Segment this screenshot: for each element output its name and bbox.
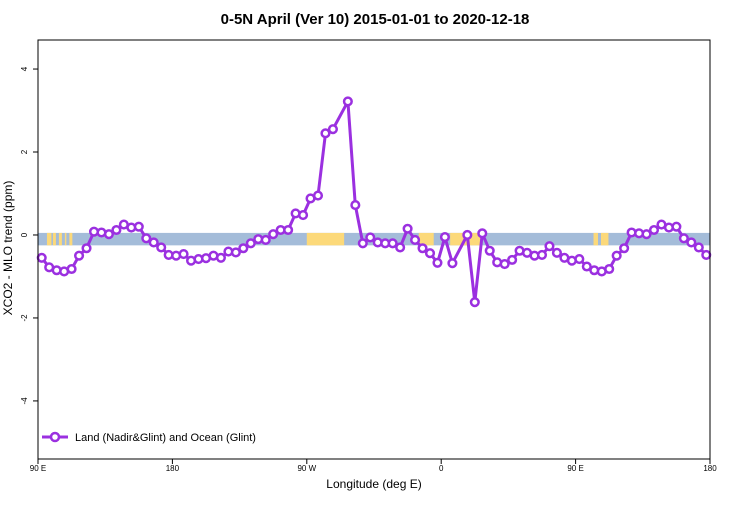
data-point <box>365 232 376 243</box>
data-point <box>402 223 413 234</box>
data-point <box>574 253 585 265</box>
data-point <box>81 243 92 254</box>
data-point <box>701 249 712 260</box>
data-point <box>320 128 331 139</box>
data-point <box>641 229 652 240</box>
land-band-segment <box>69 232 73 246</box>
x-axis: 90 E 180 90 W 0 90 E 180 <box>30 459 717 473</box>
y-tick-label: -4 <box>20 397 29 405</box>
data-point <box>66 263 77 275</box>
data-point <box>417 243 428 254</box>
data-point <box>238 243 249 254</box>
y-tick-label: -2 <box>20 314 29 322</box>
data-point <box>36 252 47 263</box>
data-point <box>551 247 562 258</box>
data-point <box>439 232 450 243</box>
data-point <box>477 228 488 239</box>
data-point <box>148 237 159 248</box>
data-point <box>686 237 697 248</box>
data-point <box>245 238 256 249</box>
land-band-segment <box>600 232 604 246</box>
data-point <box>469 297 480 308</box>
x-tick-label: 90 W <box>297 464 316 473</box>
y-tick-label: 0 <box>20 232 29 237</box>
plot-frame <box>37 39 711 460</box>
land-band-segment <box>418 232 434 246</box>
data-point <box>387 238 398 249</box>
land-band-segment <box>64 232 67 246</box>
chart-title: 0-5N April (Ver 10) 2015-01-01 to 2020-1… <box>221 11 530 28</box>
data-point <box>507 254 518 265</box>
legend-entry-label: Land (Nadir&Glint) and Ocean (Glint) <box>75 432 256 444</box>
data-point <box>611 250 622 261</box>
data-point <box>604 263 615 275</box>
data-point <box>342 96 353 107</box>
x-tick-label: 0 <box>439 464 444 473</box>
x-tick-label: 180 <box>166 464 180 473</box>
y-tick-label: 2 <box>20 149 29 154</box>
x-tick-label: 90 E <box>30 464 46 473</box>
data-point <box>178 249 189 260</box>
data-point <box>581 261 592 272</box>
data-point <box>74 250 85 261</box>
x-axis-label: Longitude (deg E) <box>326 477 421 491</box>
data-point <box>671 221 682 232</box>
data-point <box>111 224 122 236</box>
data-point <box>648 224 660 236</box>
data-point <box>447 258 458 269</box>
land-band-segment <box>58 232 62 246</box>
land-band-segment <box>603 232 609 246</box>
legend: Land (Nadir&Glint) and Ocean (Glint) <box>42 431 256 444</box>
data-point <box>350 200 361 211</box>
data-point <box>215 252 226 263</box>
data-point <box>268 229 279 240</box>
data-point <box>484 245 495 256</box>
data-point <box>462 229 473 241</box>
data-point <box>141 233 152 244</box>
data-point <box>298 210 309 221</box>
y-axis-label: XCO2 - MLO trend (ppm) <box>1 181 15 316</box>
data-point <box>312 190 324 201</box>
x-tick-label: 180 <box>703 464 717 473</box>
land-band-segment <box>46 232 52 246</box>
data-point <box>410 234 421 246</box>
data-point <box>544 241 555 252</box>
data-point <box>536 249 548 260</box>
legend-marker-swatch <box>49 431 61 443</box>
data-point <box>230 247 241 258</box>
y-axis: 4 2 0 -2 -4 <box>20 66 38 404</box>
data-point <box>156 242 167 253</box>
data-point <box>395 242 406 253</box>
data-point <box>693 242 704 253</box>
y-tick-label: 4 <box>20 66 29 71</box>
data-point <box>619 243 630 254</box>
data-point <box>678 233 689 244</box>
data-point <box>133 221 144 232</box>
data-point <box>424 248 436 259</box>
x-tick-label: 90 E <box>567 464 583 473</box>
land-band-segment <box>306 232 345 246</box>
series-layer <box>36 96 712 308</box>
data-point <box>327 124 338 135</box>
data-point <box>357 238 368 249</box>
data-point <box>432 257 443 268</box>
data-point <box>260 234 271 246</box>
land-band-segment <box>52 232 56 246</box>
land-band-segment <box>593 232 598 246</box>
data-point <box>283 224 294 236</box>
data-point <box>103 229 114 240</box>
data-point <box>499 258 510 270</box>
